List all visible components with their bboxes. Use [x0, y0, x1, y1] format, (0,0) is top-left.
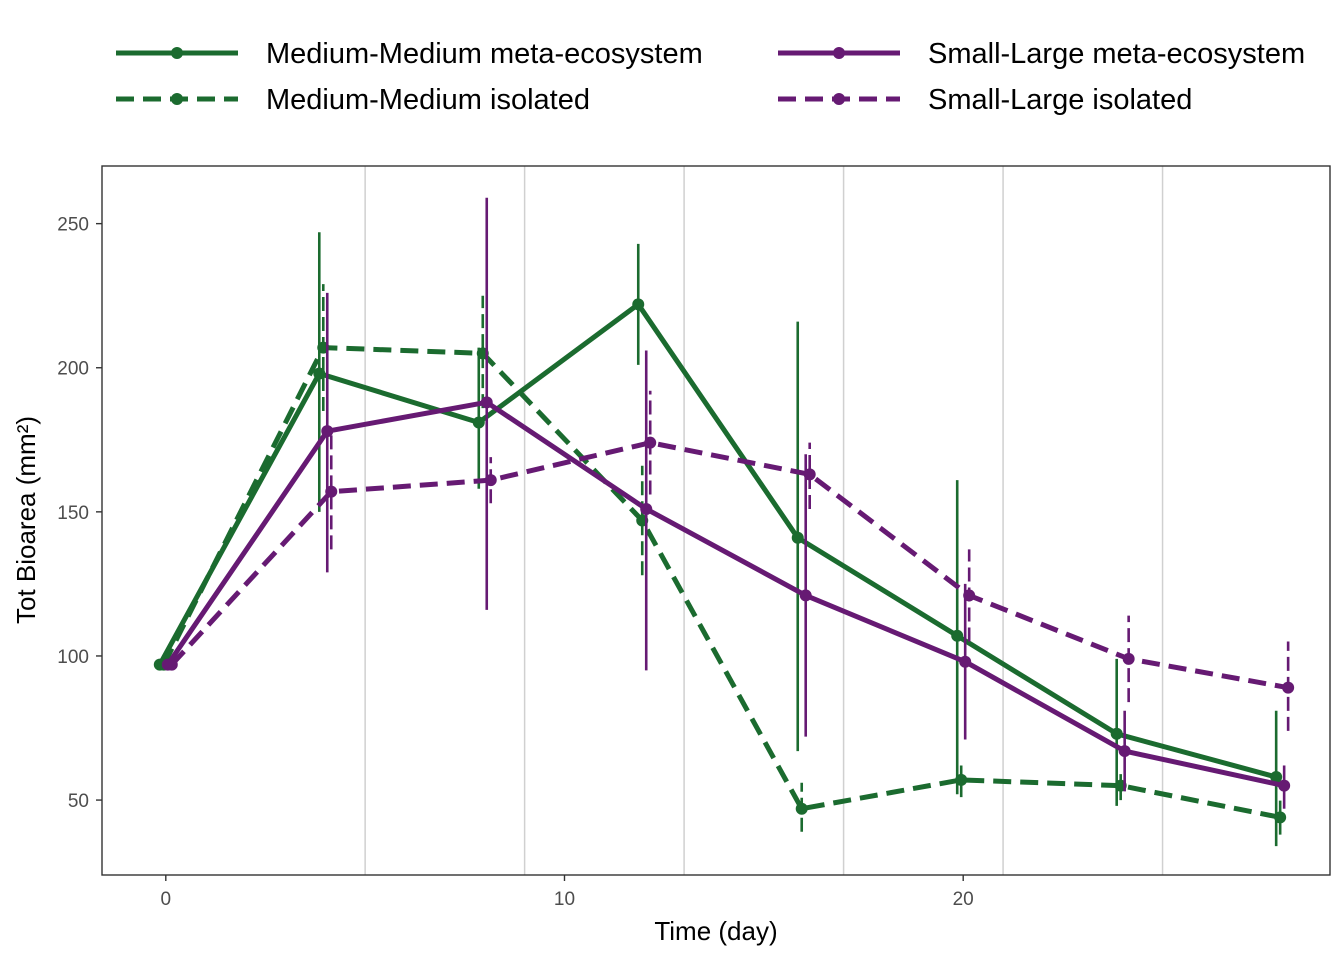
data-point — [644, 436, 657, 449]
data-point — [325, 485, 338, 498]
series-small-large-meta-ecosystem — [161, 197, 1291, 809]
data-point — [480, 396, 493, 409]
legend-marker — [833, 93, 845, 105]
series-layer — [153, 197, 1295, 847]
series-small-large-isolated — [165, 390, 1295, 731]
plot-panel — [102, 166, 1330, 875]
series-medium-medium-meta-ecosystem — [153, 232, 1283, 847]
legend-label: Small-Large isolated — [928, 84, 1192, 116]
axes: 0 10 20 50 100 150 200 250 — [57, 215, 973, 910]
x-axis-title: Time (day) — [654, 916, 777, 946]
y-tick-label: 50 — [68, 791, 89, 812]
data-point — [955, 773, 968, 786]
legend-label: Medium-Medium meta-ecosystem — [266, 38, 703, 70]
data-point — [795, 802, 808, 815]
data-point — [1282, 681, 1295, 694]
data-point — [1274, 811, 1287, 824]
y-tick-label: 100 — [57, 647, 89, 668]
data-point — [321, 425, 334, 438]
data-point — [803, 468, 816, 481]
data-point — [632, 298, 645, 311]
data-point — [472, 416, 485, 429]
y-tick-label: 200 — [57, 359, 89, 380]
data-point — [1278, 779, 1291, 792]
legend-item-medium-medium-meta-ecosystem: Medium-Medium meta-ecosystem — [116, 38, 703, 70]
plot-border — [101, 165, 1331, 876]
series-line — [169, 440, 1289, 691]
x-tick-label: 0 — [161, 889, 172, 910]
legend-label: Medium-Medium isolated — [266, 84, 590, 116]
legend-item-small-large-isolated: Small-Large isolated — [778, 84, 1192, 116]
legend-item-medium-medium-isolated: Medium-Medium isolated — [116, 84, 590, 116]
data-point — [1122, 652, 1135, 665]
data-point — [484, 474, 497, 487]
legend: Medium-Medium meta-ecosystem Medium-Mediu… — [116, 38, 1305, 116]
data-point — [1270, 771, 1283, 784]
y-axis-title: Tot Bioarea (mm²) — [11, 416, 41, 624]
data-point — [1110, 727, 1123, 740]
data-point — [640, 502, 653, 515]
data-point — [963, 589, 976, 602]
x-tick-label: 20 — [953, 889, 974, 910]
data-point — [1118, 745, 1131, 758]
legend-item-small-large-meta-ecosystem: Small-Large meta-ecosystem — [778, 38, 1305, 70]
data-point — [165, 658, 178, 671]
series-line — [157, 301, 1277, 780]
legend-marker — [833, 47, 845, 59]
data-point — [959, 655, 972, 668]
data-point — [951, 629, 964, 642]
legend-label: Small-Large meta-ecosystem — [928, 38, 1305, 70]
legend-marker — [171, 47, 183, 59]
data-point — [799, 589, 812, 602]
data-point — [791, 531, 804, 544]
y-tick-label: 250 — [57, 215, 89, 236]
x-tick-label: 10 — [554, 889, 575, 910]
y-tick-label: 150 — [57, 503, 89, 524]
legend-marker — [171, 93, 183, 105]
series-line — [161, 345, 1281, 820]
series-line — [165, 399, 1285, 789]
